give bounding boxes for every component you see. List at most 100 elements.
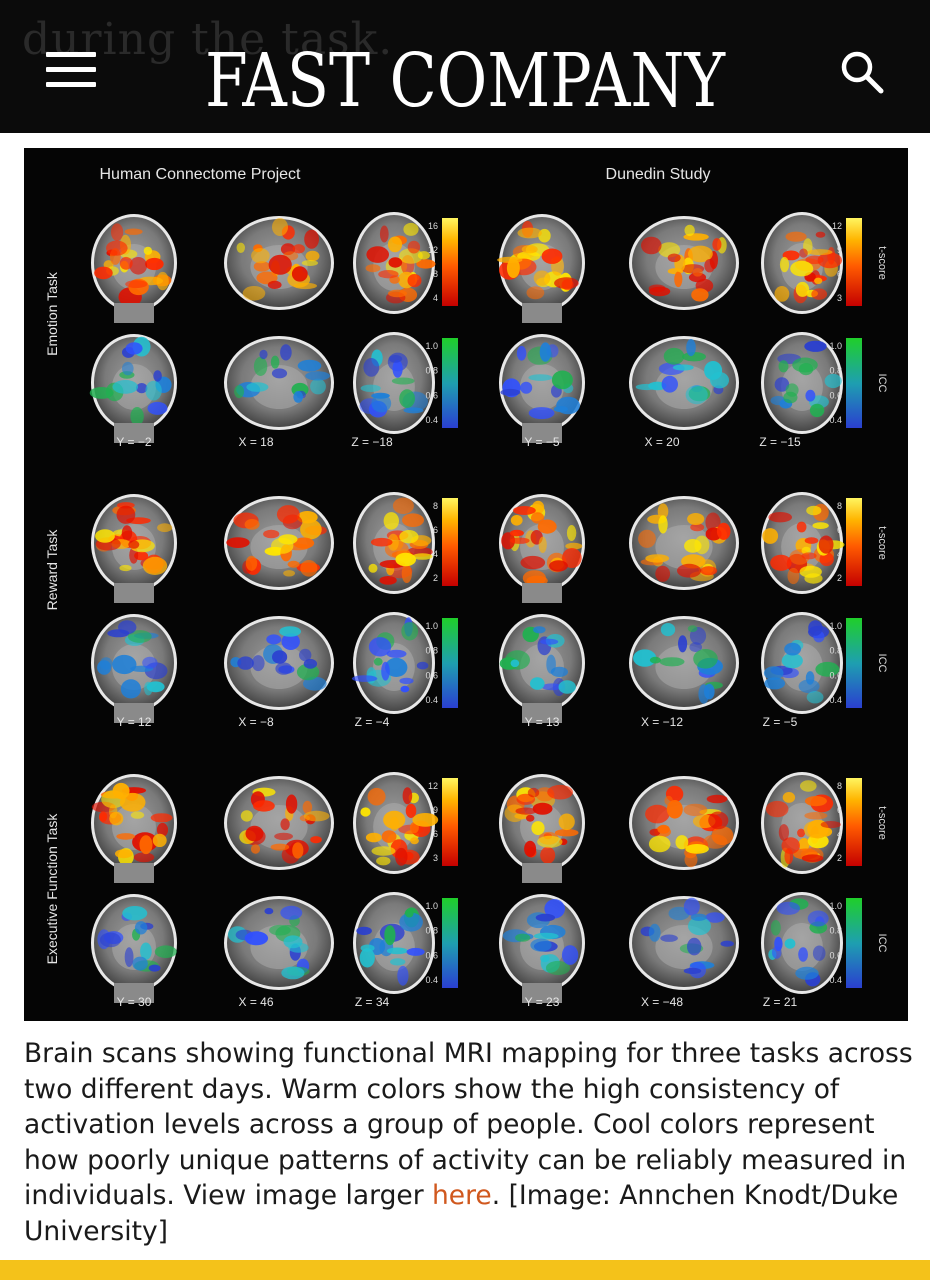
- colorbar-title-tscore: t-score: [876, 526, 888, 560]
- slice-coordinate-label: X = 18: [238, 435, 273, 449]
- brain-scan-warm: [499, 494, 585, 603]
- brain-scan-warm: [91, 774, 177, 883]
- colorbar-tick-label: 0.6: [829, 950, 842, 960]
- row-label-reward: Reward Task: [44, 529, 60, 611]
- column-title-dunedin: Dunedin Study: [606, 166, 711, 183]
- colorbar-tick-label: 2: [837, 853, 842, 863]
- slice-coordinate-label: Z = −18: [351, 435, 393, 449]
- brain-scan-cool: [353, 332, 435, 434]
- colorbar-tick-label: 0.4: [425, 975, 438, 985]
- slice-coordinate-label: Z = −5: [763, 715, 798, 729]
- column-title-hcp: Human Connectome Project: [100, 166, 302, 183]
- cool-colorbar: 1.0 0.8 0.6 0.4: [425, 618, 458, 708]
- brain-scan-cool: [224, 616, 334, 710]
- colorbar-tick-label: 0.8: [829, 926, 842, 936]
- colorbar-tick-label: 6: [433, 525, 438, 535]
- colorbar-tick-label: 1.0: [829, 341, 842, 351]
- brain-scan-warm: [629, 776, 739, 870]
- slice-coordinate-label: Y = 30: [117, 995, 152, 1009]
- brain-scan-cool: [761, 612, 843, 714]
- brain-scan-cool: [499, 334, 585, 443]
- brain-scan-warm: [224, 776, 334, 870]
- slice-coordinate-label: X = −12: [641, 715, 683, 729]
- slice-coordinate-label: X = 46: [238, 995, 273, 1009]
- colorbar-tick-label: 4: [837, 549, 842, 559]
- brain-scan-cool: [224, 336, 334, 430]
- brain-scan-cool: [761, 332, 843, 434]
- colorbar-tick-label: 6: [433, 829, 438, 839]
- colorbar-tick-label: 0.8: [425, 366, 438, 376]
- colorbar-title-tscore: t-score: [876, 246, 888, 280]
- colorbar-tick-label: 4: [433, 293, 438, 303]
- brain-scan-figure[interactable]: Human Connectome Project Dunedin Study E…: [24, 148, 908, 1021]
- image-caption: Brain scans showing functional MRI mappi…: [24, 1036, 914, 1249]
- brain-scan-cool: [224, 896, 334, 990]
- colorbar-tick-label: 3: [433, 853, 438, 863]
- colorbar-tick-label: 1.0: [425, 621, 438, 631]
- colorbar-tick-label: 2: [837, 573, 842, 583]
- slice-coordinate-label: Y = −2: [116, 435, 151, 449]
- warm-colorbar: 16 12 8 4: [428, 218, 458, 306]
- cool-colorbar: 1.0 0.8 0.6 0.4: [829, 618, 862, 708]
- caption-credit: . [Image: Annchen Knodt/Duke University]: [24, 1180, 899, 1247]
- site-header: during the task. FAST COMPANY: [0, 0, 930, 133]
- colorbar-tick-label: 0.4: [829, 975, 842, 985]
- cool-colorbar: 1.0 0.8 0.6 0.4: [829, 898, 862, 988]
- slice-coordinate-label: Z = 21: [763, 995, 798, 1009]
- colorbar-tick-label: 16: [428, 221, 438, 231]
- colorbar-tick-label: 0.8: [829, 646, 842, 656]
- brain-scan-warm: [353, 492, 435, 594]
- brain-scan-warm: [353, 772, 439, 874]
- caption-text: Brain scans showing functional MRI mappi…: [24, 1038, 913, 1211]
- brain-scan-warm: [497, 214, 585, 323]
- accent-bar: [0, 1260, 930, 1280]
- brain-scan-cool: [629, 336, 739, 430]
- slice-coordinate-label: Y = 23: [525, 995, 560, 1009]
- colorbar-tick-label: 12: [428, 781, 438, 791]
- colorbar-tick-label: 3: [837, 293, 842, 303]
- brain-scan-cool: [761, 892, 843, 994]
- slice-coordinate-label: Z = 34: [355, 995, 390, 1009]
- slice-coordinate-label: Y = 13: [525, 715, 560, 729]
- warm-colorbar: 8 6 4 2: [837, 498, 862, 586]
- colorbar-tick-label: 0.4: [829, 695, 842, 705]
- colorbar-tick-label: 0.8: [425, 646, 438, 656]
- brain-scan-cool: [351, 612, 435, 714]
- warm-colorbar: 8 6 4 2: [837, 778, 862, 866]
- colorbar-tick-label: 4: [837, 829, 842, 839]
- brain-scan-warm: [629, 496, 739, 590]
- brain-scan-cool: [89, 334, 177, 443]
- colorbar-tick-label: 0.4: [829, 415, 842, 425]
- brain-scan-cool: [629, 616, 739, 710]
- brain-scan-image: Human Connectome Project Dunedin Study E…: [44, 166, 888, 1009]
- cool-colorbar: 1.0 0.8 0.6 0.4: [425, 898, 458, 988]
- brain-scan-warm: [761, 492, 845, 594]
- brain-scan-cool: [499, 614, 585, 723]
- brain-scan-cool: [91, 894, 177, 1003]
- colorbar-tick-label: 9: [837, 245, 842, 255]
- brain-scan-cool: [629, 896, 739, 990]
- colorbar-tick-label: 0.6: [829, 390, 842, 400]
- slice-coordinate-label: Y = −5: [524, 435, 559, 449]
- colorbar-tick-label: 6: [837, 525, 842, 535]
- slice-coordinate-label: X = 20: [644, 435, 679, 449]
- search-icon[interactable]: [838, 48, 886, 96]
- colorbar-tick-label: 1.0: [829, 901, 842, 911]
- hamburger-menu-icon[interactable]: [46, 52, 96, 88]
- colorbar-tick-label: 0.6: [425, 670, 438, 680]
- slice-coordinate-label: Z = −15: [759, 435, 801, 449]
- slice-coordinate-label: X = −48: [641, 995, 683, 1009]
- view-larger-link[interactable]: here: [432, 1180, 492, 1211]
- colorbar-tick-label: 0.4: [425, 415, 438, 425]
- fast-company-logo[interactable]: FAST COMPANY: [200, 18, 730, 118]
- brain-scan-warm: [91, 494, 177, 603]
- brain-scan-cool: [353, 892, 435, 994]
- slice-coordinate-label: Z = −4: [355, 715, 390, 729]
- colorbar-tick-label: 1.0: [425, 341, 438, 351]
- warm-colorbar: 8 6 4 2: [433, 498, 458, 586]
- colorbar-tick-label: 12: [428, 245, 438, 255]
- brain-scan-warm: [761, 212, 843, 314]
- colorbar-tick-label: 8: [837, 781, 842, 791]
- brain-scan-warm: [761, 772, 843, 874]
- colorbar-title-icc: ICC: [876, 934, 888, 953]
